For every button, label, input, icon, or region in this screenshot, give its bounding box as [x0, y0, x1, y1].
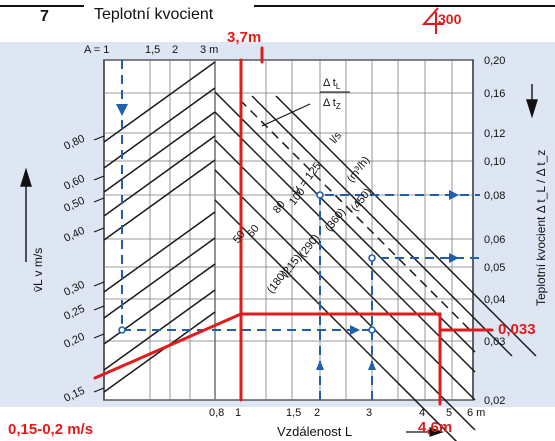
- flow-curve: [214, 139, 476, 401]
- flow-curve: [251, 95, 513, 357]
- y-left-tick: [93, 197, 105, 203]
- handwritten-note: 300: [421, 7, 462, 34]
- y-left-tick: [93, 227, 105, 233]
- annotation-velocity: 0,15-0,2 m/s: [8, 421, 93, 438]
- x-tick-label: 3: [366, 407, 372, 419]
- formula-leader: [261, 103, 311, 127]
- y-right-tick-label: 0,10: [484, 156, 505, 168]
- header: 7 Teplotní kvocient: [0, 0, 555, 32]
- x-tick-label: 4: [419, 407, 425, 419]
- x-axis-label: Vzdálenost L: [277, 424, 352, 439]
- x-axis-arrow: [406, 427, 444, 437]
- flow-label-80: 80: [271, 199, 288, 216]
- formula-numerator: Δ tL: [323, 77, 341, 91]
- marker-2: [316, 191, 324, 199]
- y-right-tick-label: 0,05: [484, 262, 505, 274]
- flow-label-50: 50: [231, 229, 248, 246]
- y-left-tick: [93, 333, 105, 339]
- top-tick-label: A = 1: [84, 44, 109, 56]
- left-axis-arrow: [20, 167, 32, 262]
- y-axis-right-label: Teplotní kvocient Δ t_L / Δ t_z: [534, 150, 548, 306]
- arrow-right-icon: [350, 325, 360, 335]
- y-right-tick-label: 0,04: [484, 294, 505, 306]
- x-tick-label: 0,8: [209, 407, 224, 419]
- flow-curve: [214, 91, 476, 353]
- arrow-up-icon: [316, 360, 324, 370]
- flow-curve: [214, 199, 458, 441]
- velocity-line: [103, 311, 216, 393]
- handwritten-four: [421, 7, 444, 34]
- y-right-tick-label: 0,20: [484, 55, 505, 67]
- guide-middle: [319, 194, 480, 400]
- flow-curve: [214, 111, 476, 373]
- y-right-tick-label: 0,16: [484, 88, 505, 100]
- y-right-tick-label: 0,03: [484, 336, 505, 348]
- top-tick-label: 3 m: [200, 44, 218, 56]
- top-tick-label: 1,5: [145, 44, 160, 56]
- velocity-line: [103, 111, 216, 193]
- y-left-tick: [93, 281, 105, 287]
- section-number: 7: [40, 8, 49, 25]
- arrow-up-icon-2: [368, 360, 376, 370]
- arrow-right-icon-axis: [429, 427, 444, 437]
- y-left-tick: [93, 387, 105, 393]
- arrow-right-icon-3: [449, 253, 459, 263]
- y-right-tick-label: 0,08: [484, 190, 505, 202]
- flow-label-60: 60: [245, 223, 262, 240]
- header-title: Teplotní kvocient: [94, 6, 214, 23]
- y-right-tick-label: 0,06: [484, 234, 505, 246]
- arrow-down-icon-axis: [526, 99, 538, 119]
- marker-1: [118, 326, 126, 334]
- guide-arrows: [116, 104, 459, 370]
- red-line-velocity: [93, 312, 243, 380]
- x-tick-label: 6 m: [467, 407, 485, 419]
- y-axis-left-label: v̄L v m/s: [31, 248, 45, 292]
- guide-markers: [118, 191, 376, 334]
- formula-denominator: Δ tZ: [323, 97, 341, 111]
- annotation-distance-a: 3,7m: [227, 29, 261, 46]
- flow-curve: [275, 95, 537, 357]
- title-tab: [84, 0, 254, 32]
- x-tick-label: 5: [446, 407, 452, 419]
- curves: [103, 61, 537, 441]
- top-tick-label: 2: [172, 44, 178, 56]
- x-tick-label: 1,5: [286, 407, 301, 419]
- marker-4: [368, 326, 376, 334]
- y-left-tick: [93, 305, 105, 311]
- arrow-down-icon: [116, 104, 128, 116]
- marker-3: [368, 254, 376, 262]
- arrow-right-icon-2: [449, 190, 459, 200]
- red-annotation-lines: [93, 46, 494, 406]
- y-right-tick-label: 0,12: [484, 128, 505, 140]
- annotation-distance-l: 4,6m: [418, 419, 452, 436]
- arrow-up-icon-axis: [20, 167, 32, 187]
- right-axis-arrow: [526, 84, 538, 119]
- formula: Δ tL Δ tZ: [261, 77, 350, 127]
- x-tick-label: 1: [235, 407, 241, 419]
- annotation-quotient: 0,033: [498, 321, 536, 338]
- x-tick-label: 2: [314, 407, 320, 419]
- red-line-quotient: [239, 312, 442, 406]
- flow-curve: [214, 169, 476, 431]
- y-right-tick-label: 0,02: [484, 395, 505, 407]
- y-left-tick: [93, 135, 105, 141]
- flow-curve-dashed: [239, 99, 474, 334]
- y-left-tick: [93, 175, 105, 181]
